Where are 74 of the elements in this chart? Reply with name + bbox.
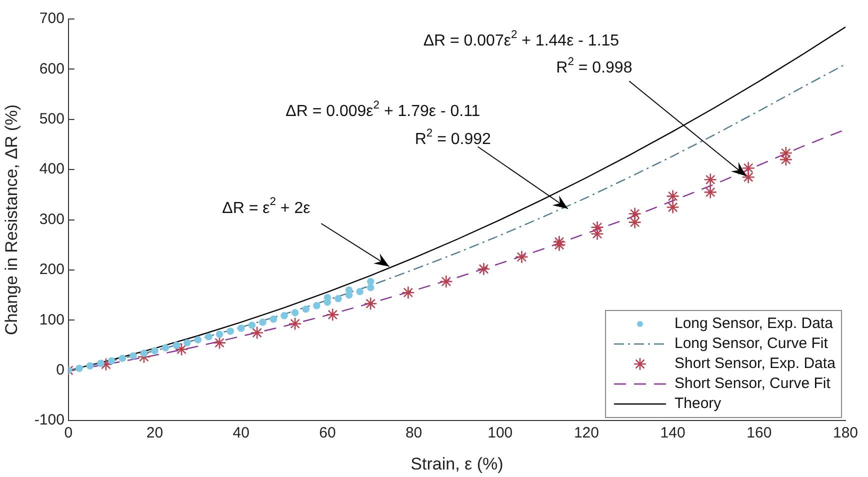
point: [162, 344, 170, 352]
point: [140, 350, 148, 357]
x-axis-title: Strain, ε (%): [410, 454, 504, 474]
y-tick-label: 300: [39, 210, 64, 228]
point: [704, 186, 718, 199]
point: [174, 342, 188, 356]
point: [666, 200, 680, 214]
point: [76, 364, 83, 372]
point: [194, 336, 202, 344]
y-tick-label: 400: [39, 160, 64, 178]
point: [552, 235, 566, 249]
y-axis-title: Change in Resistance, ΔR (%): [2, 104, 21, 336]
point: [183, 339, 191, 346]
point: [130, 352, 137, 360]
point: [742, 161, 756, 175]
point: [216, 330, 224, 338]
point: [477, 262, 490, 276]
y-tick-label: 200: [39, 261, 64, 278]
point: [366, 284, 374, 292]
point: [326, 308, 340, 322]
point: [250, 326, 264, 340]
point: [108, 357, 116, 365]
x-tick-label: 60: [319, 424, 336, 442]
legend-label: Short Sensor, Curve Fit: [674, 375, 830, 392]
x-tick-label: 40: [232, 424, 250, 442]
point: [226, 328, 234, 335]
point: [356, 288, 364, 296]
point: [86, 362, 94, 370]
y-tick-label: 500: [39, 110, 64, 128]
point: [742, 170, 756, 184]
point: [704, 172, 718, 186]
point: [118, 354, 126, 362]
x-tick-label: 180: [832, 424, 858, 442]
point: [212, 336, 226, 350]
legend-label: Short Sensor, Exp. Data: [674, 355, 836, 372]
point: [205, 333, 212, 340]
point: [552, 238, 566, 252]
point: [628, 207, 642, 220]
legend-label: Theory: [674, 395, 722, 412]
x-tick-label: 80: [405, 424, 422, 442]
point: [666, 190, 680, 203]
point: [440, 274, 453, 288]
point: [366, 278, 374, 286]
point: [151, 347, 158, 354]
y-tick-label: 0: [56, 362, 64, 379]
point: [334, 294, 342, 302]
point: [270, 316, 278, 323]
x-tick-label: 120: [574, 424, 599, 442]
point: [628, 216, 642, 229]
point: [259, 318, 266, 326]
point: [280, 312, 288, 320]
x-tick-label: 140: [660, 424, 686, 442]
x-tick-label: 160: [746, 424, 772, 442]
point: [515, 250, 528, 264]
point: [288, 317, 302, 330]
point: [364, 296, 378, 310]
y-tick-label: -100: [34, 412, 64, 429]
legend-label: Long Sensor, Curve Fit: [674, 335, 828, 352]
y-tick-label: 600: [39, 60, 64, 78]
point: [137, 350, 151, 364]
legend-label: Long Sensor, Exp. Data: [674, 315, 833, 332]
point: [302, 306, 310, 313]
point: [237, 324, 245, 332]
point: [248, 322, 256, 329]
x-tick-label: 100: [488, 424, 513, 442]
point: [313, 302, 320, 310]
x-tick-label: 20: [146, 424, 164, 442]
point: [97, 360, 104, 368]
y-tick-label: 700: [39, 10, 64, 28]
point: [172, 342, 180, 349]
point: [402, 286, 415, 300]
point: [99, 358, 113, 372]
y-tick-label: 100: [39, 311, 64, 328]
point: [291, 309, 299, 316]
